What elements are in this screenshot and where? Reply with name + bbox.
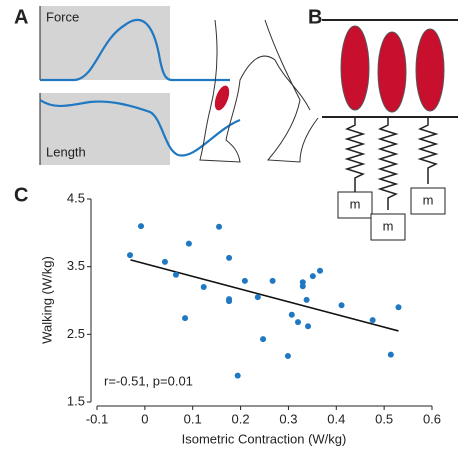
muscle [340,25,370,111]
panel-label: C [14,184,28,206]
data-point [387,351,394,358]
muscle [214,85,230,111]
spring [344,117,366,193]
x-tick-label: 0.3 [279,411,297,426]
data-point [185,240,192,247]
panel-label: B [308,6,322,28]
mass-label: m [423,192,434,207]
leg-outline [264,19,319,163]
data-point [284,352,291,359]
spring [417,117,439,184]
y-tick-label: 3.5 [67,258,85,273]
data-point [226,254,233,261]
y-tick-label: 4.5 [67,190,85,205]
mass-box [337,191,373,219]
data-point [234,372,241,379]
x-tick-label: 0.2 [232,411,250,426]
annotation: r=-0.51, p=0.01 [104,373,193,388]
x-tick-label: 0 [141,411,148,426]
data-point [216,223,223,230]
data-point [317,267,324,274]
data-point [303,296,310,303]
mass-label: m [383,218,394,233]
data-point [172,271,179,278]
data-point [395,304,402,311]
x-tick-label: 0.4 [327,411,345,426]
force-label: Force [46,9,79,24]
y-tick-label: 2.5 [67,326,85,341]
data-point [127,252,134,259]
data-point [295,319,301,326]
mass-box [410,187,446,215]
x-tick-label: 0.5 [375,411,393,426]
muscle [377,31,407,113]
data-point [260,336,267,343]
leg-outline [199,19,311,163]
spring [377,117,399,210]
data-point [309,273,316,280]
x-tick-label: -0.1 [86,411,108,426]
length-curve [39,99,241,157]
shaded-region [40,6,170,80]
data-point [200,283,207,290]
length-label: Length [46,144,86,159]
data-point [161,258,168,265]
x-tick-label: 0.6 [423,411,441,426]
panel-label: A [14,6,28,28]
data-point [305,323,312,330]
mass-box [370,213,406,241]
y-tick-label: 1.5 [67,393,85,408]
data-point [299,283,306,290]
data-point [288,311,295,318]
data-point [369,317,376,324]
data-point [338,302,345,309]
data-point [226,298,233,305]
x-tick-label: 0.1 [184,411,202,426]
x-axis-title: Isometric Contraction (W/kg) [182,431,347,446]
data-point [138,223,145,230]
data-point [182,315,189,322]
muscle-units: m m m [337,25,446,241]
mass-label: m [350,196,361,211]
data-point [254,294,261,301]
data-point [241,277,248,284]
muscle [415,28,445,112]
fit-line [130,259,399,332]
y-axis-title: Walking (W/kg) [39,256,54,344]
force-curve [40,18,230,82]
data-point [269,277,276,284]
